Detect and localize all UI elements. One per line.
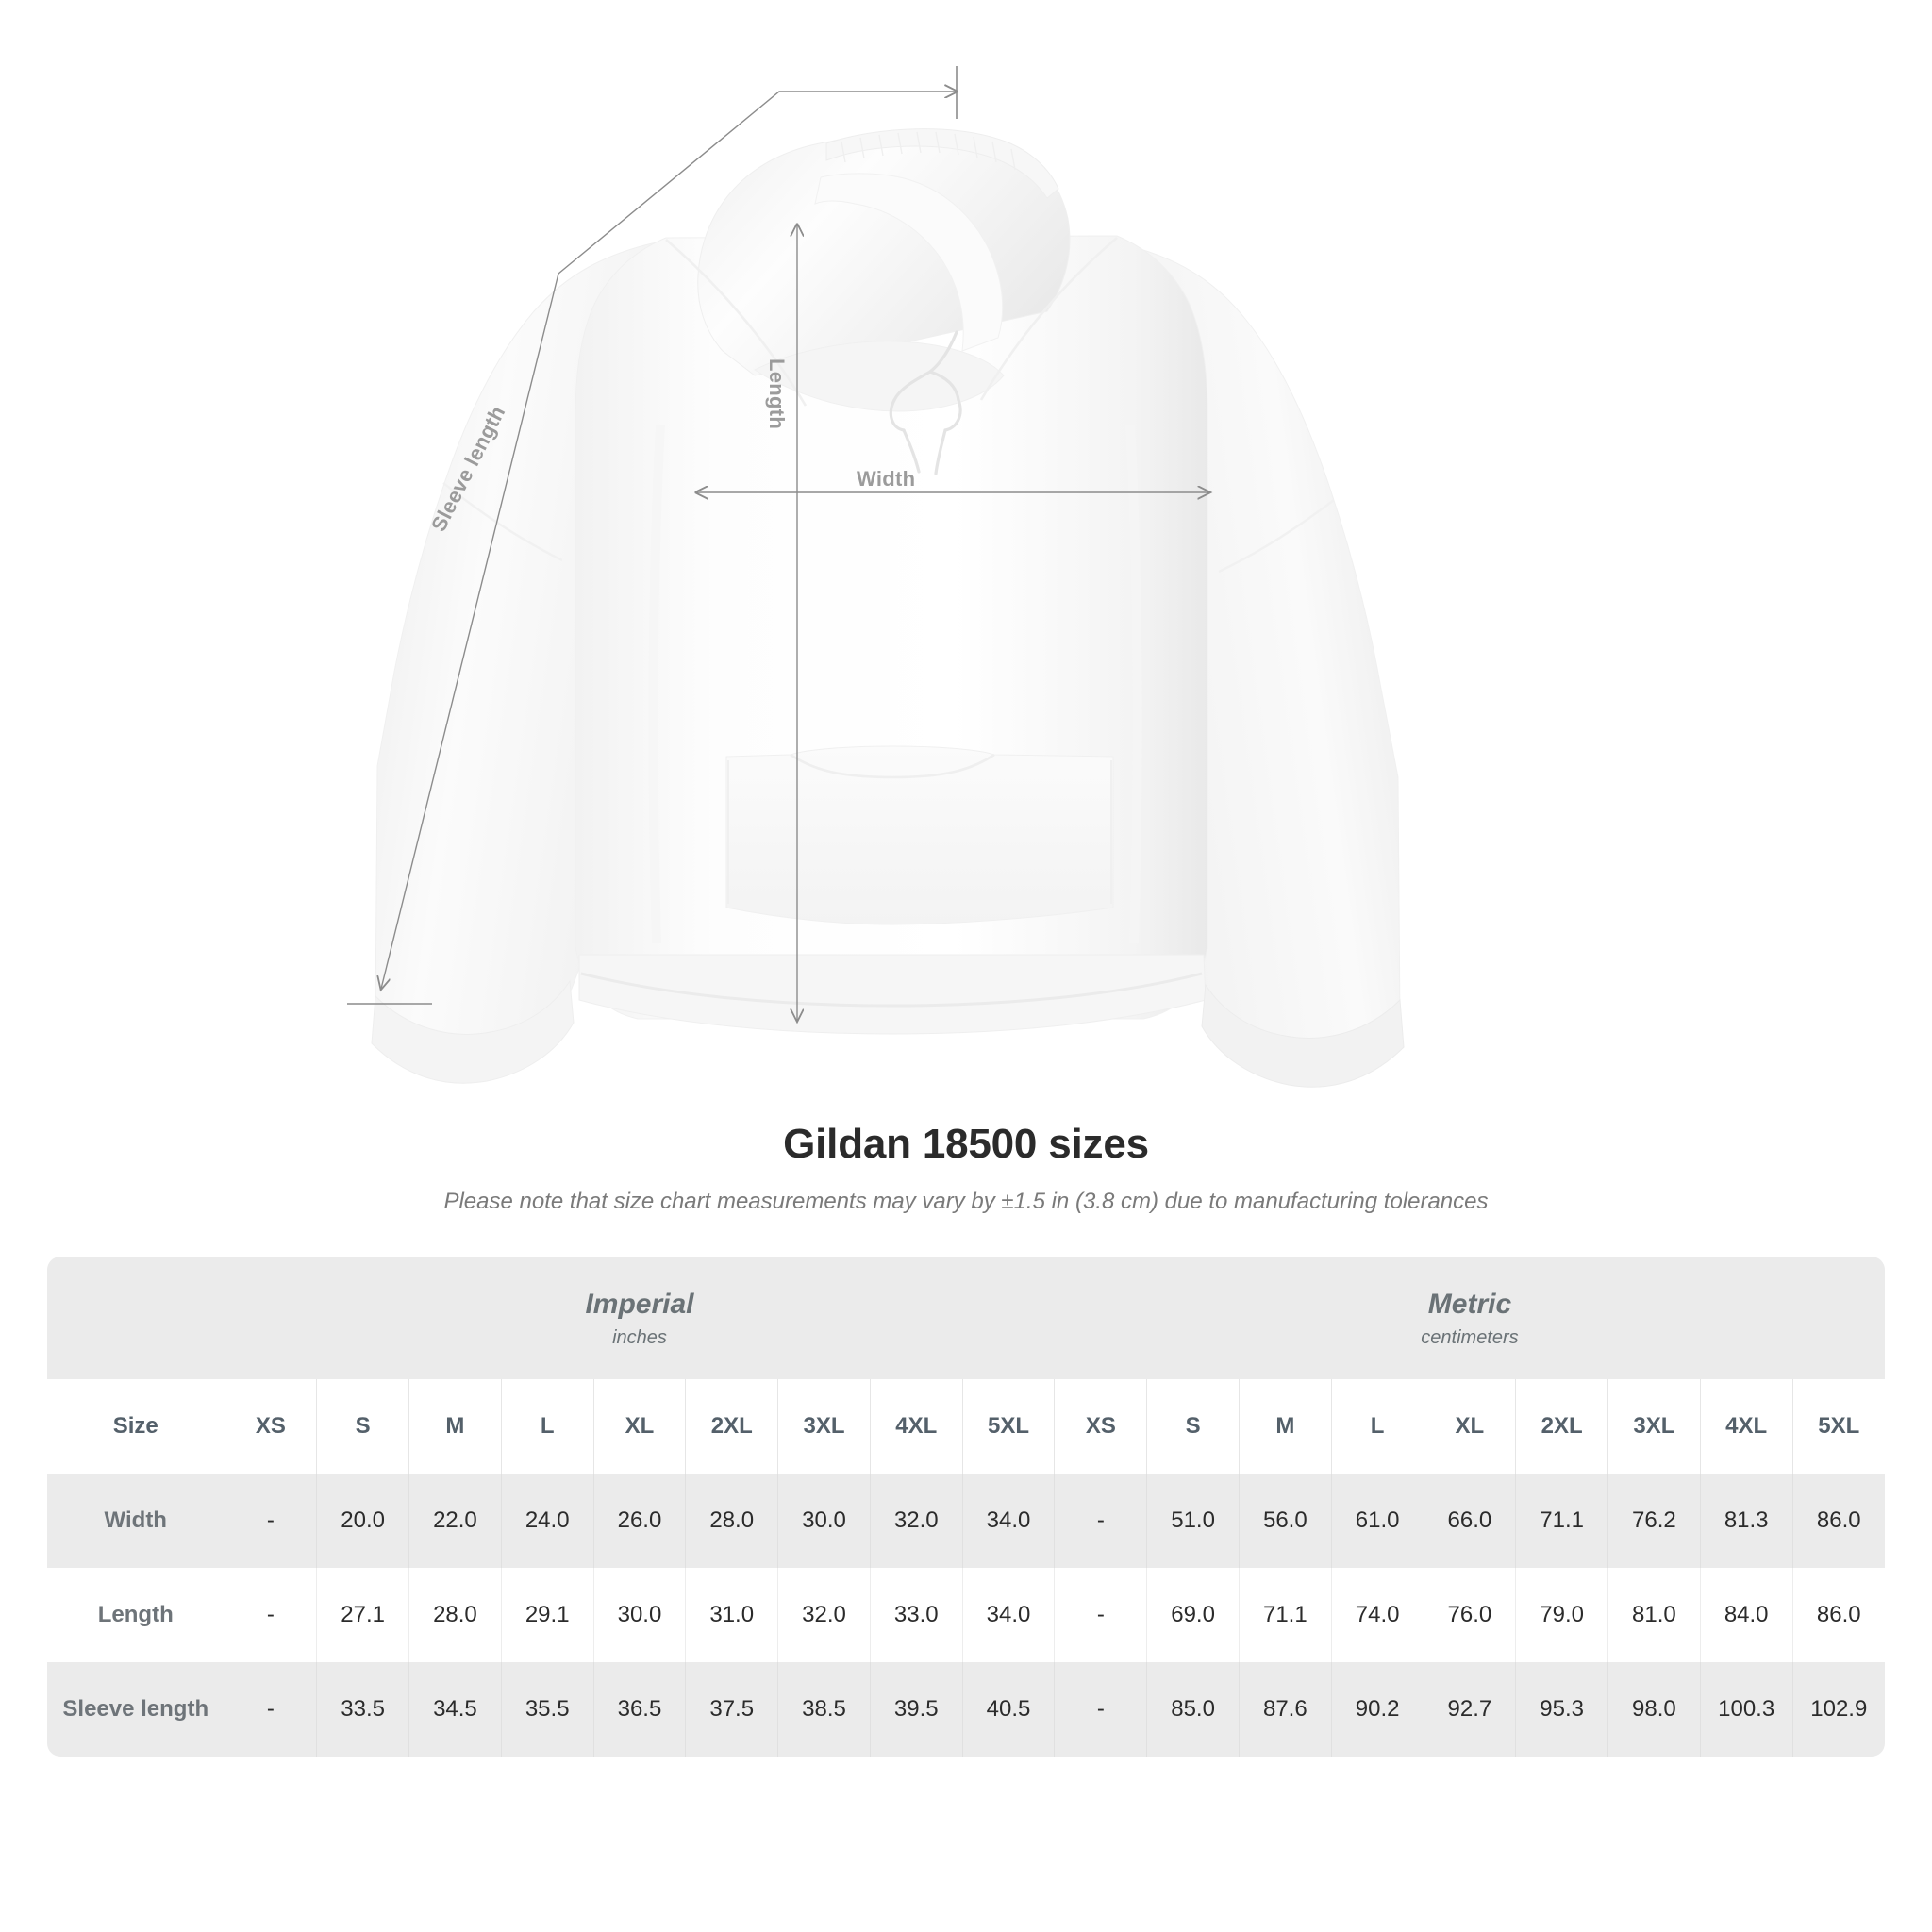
size-header-label: Size (47, 1379, 225, 1474)
size-header-metric-m: M (1238, 1379, 1332, 1474)
cell-width-metric-l: 61.0 (1330, 1474, 1424, 1568)
cell-sleeve-length-metric-3xl: 98.0 (1607, 1662, 1701, 1757)
cell-sleeve-length-imperial-5xl: 40.5 (961, 1662, 1055, 1757)
unit-header-row: Imperial inches Metric centimeters (47, 1257, 1885, 1379)
table-row: Width -20.0 22.0 24.0 26.0 28.0 30.0 32.0 34.0-5… (47, 1474, 1885, 1568)
cell-length-imperial-xs: - (224, 1568, 317, 1662)
cell-width-imperial-3xl: 30.0 (777, 1474, 871, 1568)
unit-header-metric: Metric centimeters (1054, 1257, 1885, 1379)
table-row: Length -27.1 28.0 29.1 30.0 31.0 32.0 33.0 34.0-… (47, 1568, 1885, 1662)
cell-length-imperial-2xl: 31.0 (685, 1568, 778, 1662)
cell-length-metric-xl: 76.0 (1423, 1568, 1516, 1662)
size-header-imperial-4xl: 4XL (869, 1379, 963, 1474)
cell-width-metric-2xl: 71.1 (1515, 1474, 1608, 1568)
cell-sleeve-length-imperial-xs: - (224, 1662, 317, 1757)
size-header-row: Size XS S M L XL 2XL 3XL 4XL 5XL XS S M L XL 2XL 3XL 4XL… (47, 1379, 1885, 1474)
cell-sleeve-length-imperial-s: 33.5 (316, 1662, 409, 1757)
cell-sleeve-length-imperial-3xl: 38.5 (777, 1662, 871, 1757)
size-header-imperial-s: S (316, 1379, 409, 1474)
cell-sleeve-length-metric-xs: - (1054, 1662, 1147, 1757)
cell-length-imperial-m: 28.0 (408, 1568, 502, 1662)
cell-sleeve-length-imperial-2xl: 37.5 (685, 1662, 778, 1757)
cell-width-metric-4xl: 81.3 (1699, 1474, 1793, 1568)
cell-sleeve-length-metric-l: 90.2 (1330, 1662, 1424, 1757)
cell-length-metric-5xl: 86.0 (1791, 1568, 1885, 1662)
size-header-imperial-5xl: 5XL (961, 1379, 1055, 1474)
cell-sleeve-length-metric-5xl: 102.9 (1791, 1662, 1885, 1757)
size-header-metric-5xl: 5XL (1791, 1379, 1885, 1474)
row-label-length: Length (47, 1568, 225, 1662)
cell-length-imperial-4xl: 33.0 (869, 1568, 963, 1662)
size-header-metric-xl: XL (1423, 1379, 1516, 1474)
cell-sleeve-length-imperial-m: 34.5 (408, 1662, 502, 1757)
cell-length-metric-m: 71.1 (1238, 1568, 1332, 1662)
cell-sleeve-length-metric-2xl: 95.3 (1515, 1662, 1608, 1757)
garment-diagram: Length Width Sleeve length (347, 66, 1405, 1088)
unit-header-imperial: Imperial inches (225, 1257, 1055, 1379)
cell-sleeve-length-metric-4xl: 100.3 (1699, 1662, 1793, 1757)
unit-name-imperial: Imperial (585, 1288, 694, 1320)
cell-width-metric-m: 56.0 (1238, 1474, 1332, 1568)
page-subtitle: Please note that size chart measurements… (443, 1189, 1489, 1214)
cell-length-metric-s: 69.0 (1146, 1568, 1240, 1662)
size-header-imperial-3xl: 3XL (777, 1379, 871, 1474)
cell-width-imperial-4xl: 32.0 (869, 1474, 963, 1568)
size-header-metric-xs: XS (1054, 1379, 1147, 1474)
cell-length-imperial-5xl: 34.0 (961, 1568, 1055, 1662)
cell-width-imperial-xs: - (224, 1474, 317, 1568)
cell-length-metric-4xl: 84.0 (1699, 1568, 1793, 1662)
length-dimension-label: Length (765, 358, 789, 430)
size-header-imperial-m: M (408, 1379, 502, 1474)
cell-width-metric-xs: - (1054, 1474, 1147, 1568)
size-header-imperial-xs: XS (224, 1379, 317, 1474)
size-chart-table: Imperial inches Metric centimeters Size … (47, 1257, 1885, 1757)
cell-width-imperial-2xl: 28.0 (685, 1474, 778, 1568)
cell-width-metric-s: 51.0 (1146, 1474, 1240, 1568)
cell-length-metric-xs: - (1054, 1568, 1147, 1662)
cell-width-metric-xl: 66.0 (1423, 1474, 1516, 1568)
size-header-imperial-xl: XL (592, 1379, 686, 1474)
size-header-metric-2xl: 2XL (1515, 1379, 1608, 1474)
cell-width-imperial-s: 20.0 (316, 1474, 409, 1568)
cell-sleeve-length-imperial-4xl: 39.5 (869, 1662, 963, 1757)
cell-width-imperial-xl: 26.0 (592, 1474, 686, 1568)
size-header-imperial-2xl: 2XL (685, 1379, 778, 1474)
cell-length-imperial-s: 27.1 (316, 1568, 409, 1662)
cell-sleeve-length-metric-s: 85.0 (1146, 1662, 1240, 1757)
width-dimension-label: Width (857, 467, 916, 491)
cell-width-imperial-l: 24.0 (500, 1474, 594, 1568)
cell-length-metric-2xl: 79.0 (1515, 1568, 1608, 1662)
size-header-metric-s: S (1146, 1379, 1240, 1474)
cell-width-imperial-5xl: 34.0 (961, 1474, 1055, 1568)
size-header-metric-l: L (1330, 1379, 1424, 1474)
unit-header-spacer (47, 1257, 225, 1379)
unit-name-metric: Metric (1427, 1288, 1512, 1320)
cell-sleeve-length-metric-m: 87.6 (1238, 1662, 1332, 1757)
size-header-imperial-l: L (500, 1379, 594, 1474)
page-title: Gildan 18500 sizes (783, 1121, 1149, 1167)
unit-sub-metric: centimeters (1421, 1327, 1519, 1349)
cell-length-imperial-3xl: 32.0 (777, 1568, 871, 1662)
cell-width-metric-5xl: 86.0 (1791, 1474, 1885, 1568)
size-header-metric-3xl: 3XL (1607, 1379, 1701, 1474)
cell-length-imperial-l: 29.1 (500, 1568, 594, 1662)
cell-sleeve-length-imperial-l: 35.5 (500, 1662, 594, 1757)
cell-sleeve-length-metric-xl: 92.7 (1423, 1662, 1516, 1757)
unit-sub-imperial: inches (612, 1327, 667, 1349)
cell-length-imperial-xl: 30.0 (592, 1568, 686, 1662)
cell-width-metric-3xl: 76.2 (1607, 1474, 1701, 1568)
size-header-metric-4xl: 4XL (1699, 1379, 1793, 1474)
garment-illustration (347, 66, 1405, 1088)
cell-sleeve-length-imperial-xl: 36.5 (592, 1662, 686, 1757)
cell-width-imperial-m: 22.0 (408, 1474, 502, 1568)
row-label-sleeve-length: Sleeve length (47, 1662, 225, 1757)
size-chart-container: Imperial inches Metric centimeters Size … (47, 1257, 1885, 1757)
cell-length-metric-l: 74.0 (1330, 1568, 1424, 1662)
table-row: Sleeve length -33.5 34.5 35.5 36.5 37.5 38.5 39… (47, 1662, 1885, 1757)
cell-length-metric-3xl: 81.0 (1607, 1568, 1701, 1662)
row-label-width: Width (47, 1474, 225, 1568)
heading-block: Gildan 18500 sizes Please note that size… (0, 1121, 1932, 1215)
